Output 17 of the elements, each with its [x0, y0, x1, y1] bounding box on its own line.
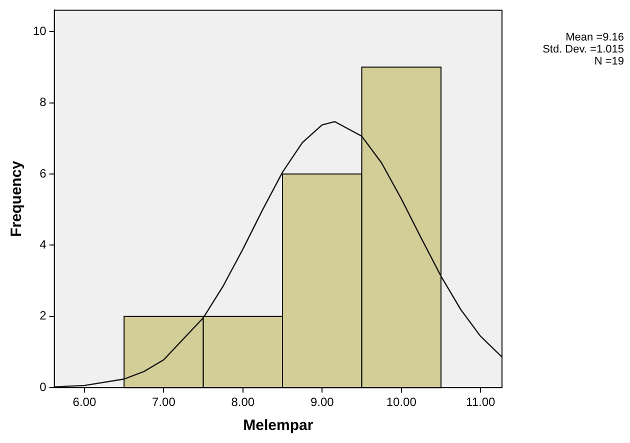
x-tick-label: 11.00 — [466, 395, 496, 410]
y-tick-label: 8 — [40, 95, 47, 110]
y-tick-label: 0 — [40, 380, 47, 394]
y-tick-label: 6 — [40, 166, 47, 180]
x-tick-label: 7.00 — [152, 395, 176, 410]
y-tick-label: 10 — [32, 24, 47, 38]
y-tick-label: 4 — [40, 237, 47, 252]
text: N =19 — [594, 56, 624, 68]
x-tick-label: 10.00 — [386, 395, 417, 410]
text: Mean =9.16 — [566, 32, 624, 44]
x-tick-label: 6.00 — [72, 395, 96, 410]
x-axis-title: Melempar — [243, 417, 314, 434]
x-tick-label: 8.00 — [231, 395, 255, 410]
text: Std. Dev. =1.015 — [542, 44, 624, 56]
y-tick-label: 2 — [40, 308, 47, 323]
x-tick-label: 9.00 — [310, 395, 334, 410]
y-axis-title: Frequency — [8, 160, 26, 237]
